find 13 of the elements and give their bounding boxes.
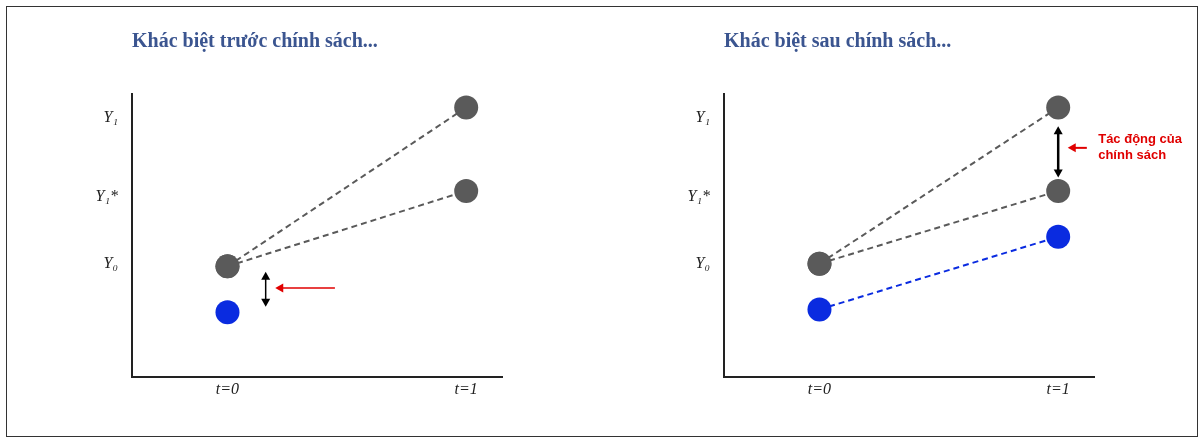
x-tick-label: t=1 (1046, 379, 1070, 397)
text: Tác động của chính sách (1098, 131, 1183, 163)
text: Y₁ (695, 108, 710, 126)
text: Y₀ (103, 253, 118, 271)
x-tick-label: t=0 (215, 379, 240, 397)
x-tick-label: t=1 (454, 379, 478, 397)
chart-title: Khác biệt trước chính sách... (132, 29, 378, 53)
text: Y₁* (95, 186, 118, 204)
x-tick-label: t=0 (807, 379, 832, 397)
text: Y₁ (103, 108, 118, 126)
text: Y₁* (687, 186, 710, 204)
chart-title: Khác biệt sau chính sách... (724, 29, 952, 53)
text: Y₀ (695, 253, 710, 271)
